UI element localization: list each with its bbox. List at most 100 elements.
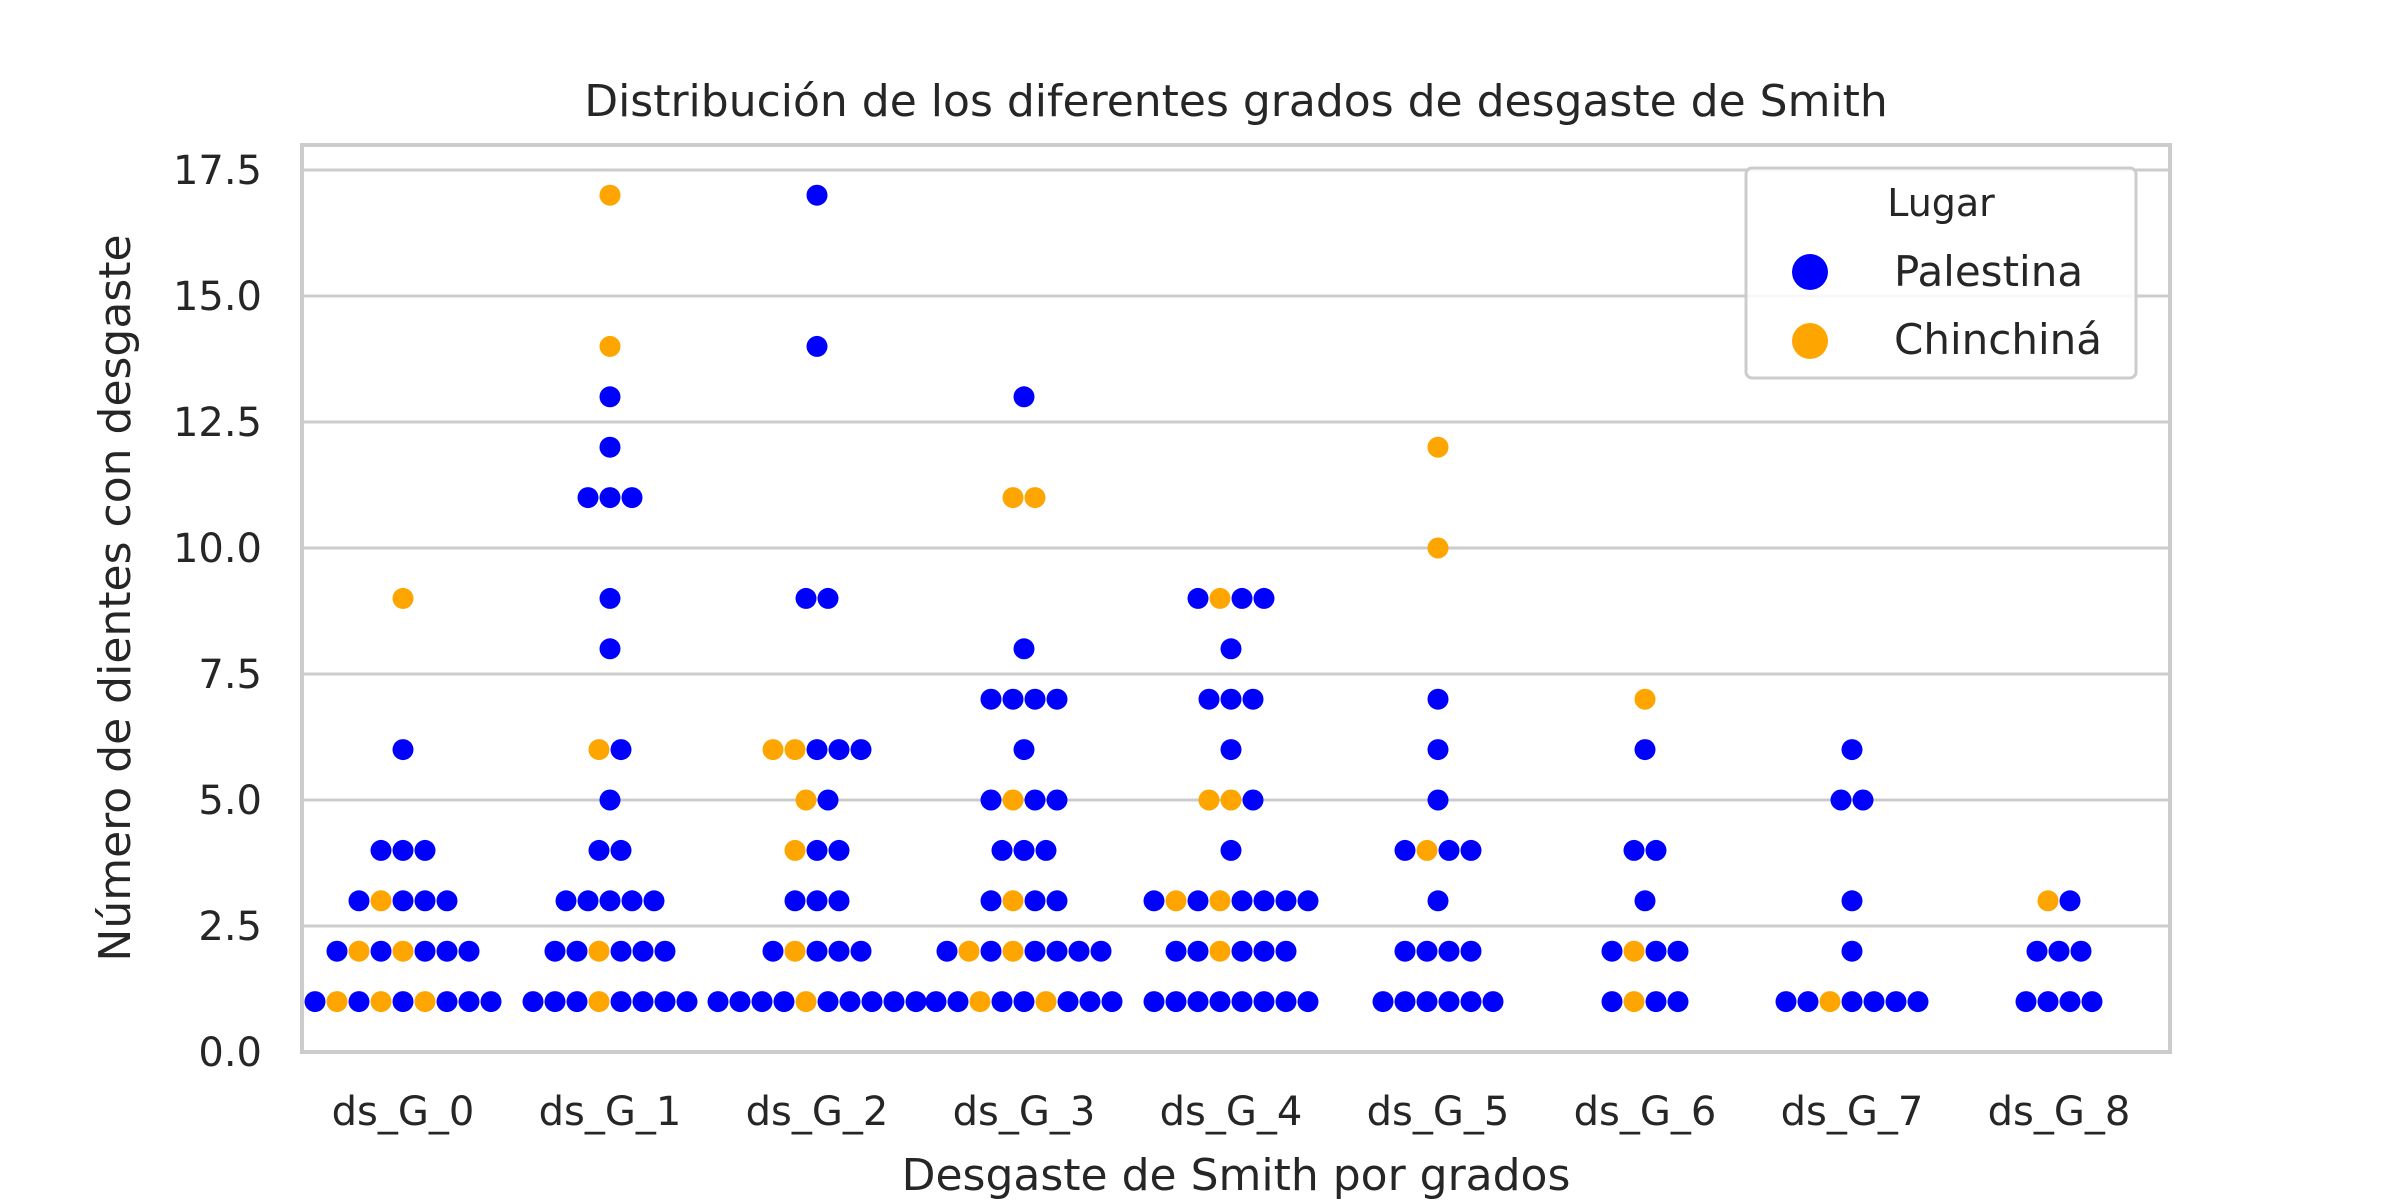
point-palestina bbox=[925, 991, 947, 1013]
point-palestina bbox=[1645, 991, 1667, 1013]
point-palestina bbox=[1187, 587, 1209, 609]
point-palestina bbox=[1460, 940, 1482, 962]
point-palestina bbox=[326, 940, 348, 962]
x-tick-labels: ds_G_0 ds_G_1 ds_G_2 ds_G_3 ds_G_4 ds_G_5 ds_G… bbox=[332, 1089, 2131, 1135]
point-palestina bbox=[1231, 587, 1253, 609]
point-chinchina bbox=[1623, 940, 1645, 962]
point-palestina bbox=[392, 739, 414, 761]
point-palestina bbox=[784, 890, 806, 912]
point-chinchina bbox=[414, 991, 436, 1013]
point-chinchina bbox=[1209, 890, 1231, 912]
point-palestina bbox=[643, 890, 665, 912]
point-palestina bbox=[806, 890, 828, 912]
point-chinchina bbox=[1209, 587, 1231, 609]
point-palestina bbox=[566, 940, 588, 962]
point-chinchina bbox=[1002, 487, 1024, 509]
point-palestina bbox=[1024, 688, 1046, 710]
point-chinchina bbox=[1427, 537, 1449, 559]
point-palestina bbox=[632, 940, 654, 962]
point-palestina bbox=[1427, 688, 1449, 710]
chart-title: Distribución de los diferentes grados de… bbox=[584, 76, 1888, 127]
y-tick-label: 7.5 bbox=[198, 652, 262, 698]
point-palestina bbox=[1297, 991, 1319, 1013]
point-palestina bbox=[370, 940, 392, 962]
point-palestina bbox=[1394, 991, 1416, 1013]
point-palestina bbox=[850, 940, 872, 962]
point-palestina bbox=[936, 940, 958, 962]
point-palestina bbox=[806, 940, 828, 962]
point-palestina bbox=[905, 991, 927, 1013]
point-palestina bbox=[676, 991, 698, 1013]
point-palestina bbox=[980, 688, 1002, 710]
point-palestina bbox=[1852, 789, 1874, 811]
point-chinchina bbox=[1035, 991, 1057, 1013]
point-palestina bbox=[1024, 940, 1046, 962]
point-palestina bbox=[436, 940, 458, 962]
point-palestina bbox=[1220, 839, 1242, 861]
point-palestina bbox=[1231, 940, 1253, 962]
point-palestina bbox=[632, 991, 654, 1013]
point-palestina bbox=[1275, 991, 1297, 1013]
point-palestina bbox=[1046, 890, 1068, 912]
point-palestina bbox=[654, 991, 676, 1013]
point-palestina bbox=[883, 991, 905, 1013]
point-palestina bbox=[991, 839, 1013, 861]
x-tick-label: ds_G_3 bbox=[953, 1089, 1096, 1135]
point-palestina bbox=[1024, 890, 1046, 912]
point-chinchina bbox=[795, 991, 817, 1013]
point-palestina bbox=[947, 991, 969, 1013]
point-palestina bbox=[1220, 638, 1242, 660]
point-palestina bbox=[751, 991, 773, 1013]
point-palestina bbox=[806, 839, 828, 861]
point-palestina bbox=[599, 789, 621, 811]
point-palestina bbox=[1394, 940, 1416, 962]
legend-marker-palestina bbox=[1792, 254, 1828, 290]
point-palestina bbox=[1667, 991, 1689, 1013]
point-palestina bbox=[436, 890, 458, 912]
point-palestina bbox=[2048, 940, 2070, 962]
point-chinchina bbox=[1634, 688, 1656, 710]
point-palestina bbox=[839, 991, 861, 1013]
point-palestina bbox=[1209, 991, 1231, 1013]
point-palestina bbox=[1242, 688, 1264, 710]
point-palestina bbox=[1841, 940, 1863, 962]
point-palestina bbox=[1394, 839, 1416, 861]
point-palestina bbox=[828, 940, 850, 962]
point-palestina bbox=[1623, 839, 1645, 861]
y-tick-label: 15.0 bbox=[173, 274, 262, 320]
point-palestina bbox=[610, 940, 632, 962]
x-tick-label: ds_G_1 bbox=[539, 1089, 682, 1135]
point-palestina bbox=[610, 991, 632, 1013]
point-palestina bbox=[1068, 940, 1090, 962]
point-palestina bbox=[1863, 991, 1885, 1013]
point-palestina bbox=[1601, 991, 1623, 1013]
point-palestina bbox=[1416, 940, 1438, 962]
point-chinchina bbox=[1165, 890, 1187, 912]
point-palestina bbox=[436, 991, 458, 1013]
point-palestina bbox=[729, 991, 751, 1013]
point-palestina bbox=[1460, 991, 1482, 1013]
point-palestina bbox=[1275, 890, 1297, 912]
point-palestina bbox=[707, 991, 729, 1013]
point-palestina bbox=[817, 587, 839, 609]
point-palestina bbox=[392, 839, 414, 861]
data-points bbox=[304, 184, 2103, 1013]
y-tick-label: 2.5 bbox=[198, 904, 262, 950]
point-chinchina bbox=[1209, 940, 1231, 962]
point-palestina bbox=[1231, 890, 1253, 912]
point-chinchina bbox=[1220, 789, 1242, 811]
point-palestina bbox=[2059, 991, 2081, 1013]
x-tick-label: ds_G_2 bbox=[746, 1089, 889, 1135]
point-chinchina bbox=[958, 940, 980, 962]
point-palestina bbox=[599, 587, 621, 609]
point-chinchina bbox=[599, 335, 621, 357]
point-palestina bbox=[1438, 839, 1460, 861]
point-palestina bbox=[599, 386, 621, 408]
legend-marker-chinchina bbox=[1792, 323, 1828, 359]
point-palestina bbox=[991, 991, 1013, 1013]
point-chinchina bbox=[1416, 839, 1438, 861]
point-palestina bbox=[795, 587, 817, 609]
point-palestina bbox=[2081, 991, 2103, 1013]
legend-title: Lugar bbox=[1887, 181, 1995, 225]
point-palestina bbox=[1427, 789, 1449, 811]
